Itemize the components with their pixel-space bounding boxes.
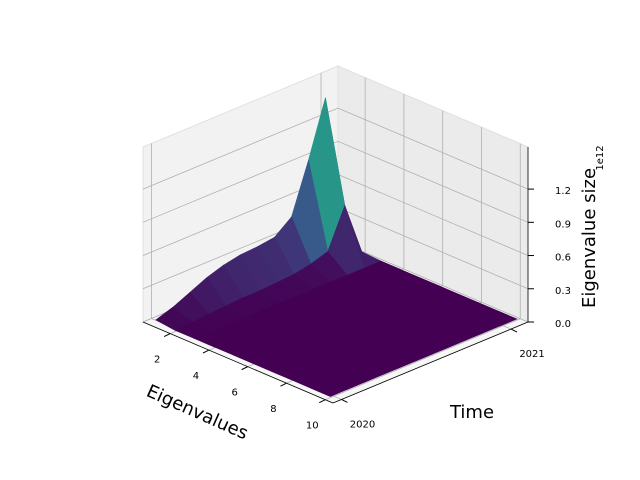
y-tick-label: 2020 xyxy=(350,419,375,430)
y-axis-label: Time xyxy=(449,402,494,423)
z-tick-label: 0.6 xyxy=(555,253,571,264)
grid-line xyxy=(325,318,521,401)
z-offset-label: 1e12 xyxy=(595,145,606,170)
axis-line xyxy=(142,321,334,404)
grid-line xyxy=(337,140,529,223)
x-tick-label: 8 xyxy=(270,404,276,415)
grid-line xyxy=(337,240,529,323)
x-tick-label: 4 xyxy=(193,371,199,382)
x-tick-label: 6 xyxy=(232,388,238,399)
x-tick-label: 10 xyxy=(306,421,319,432)
x-tick-mark xyxy=(241,366,248,371)
z-axis-label: Eigenvalue size xyxy=(579,168,600,308)
grid-line xyxy=(142,107,339,190)
surface-cell xyxy=(310,380,349,397)
x-tick-mark xyxy=(202,349,210,354)
y-tick-label: 2021 xyxy=(519,349,544,360)
axis-line xyxy=(332,321,529,404)
x-tick-mark xyxy=(163,333,171,338)
grid-line xyxy=(337,207,529,290)
z-tick-label: 1.2 xyxy=(555,186,571,197)
y-tick-mark xyxy=(510,328,518,333)
z-tick-label: 0.9 xyxy=(555,219,571,230)
grid-line xyxy=(337,107,529,190)
x-tick-mark xyxy=(280,382,287,387)
x-tick-label: 2 xyxy=(154,355,160,366)
z-tick-label: 0.3 xyxy=(555,286,571,297)
z-tick-label: 0.0 xyxy=(555,319,571,330)
grid-line xyxy=(142,140,339,223)
grid-line xyxy=(337,174,529,256)
x-tick-mark xyxy=(319,399,326,404)
y-tick-mark xyxy=(341,399,348,403)
plot-area: 2 4 6 8 10 2020 2021 0.0 0.3 0.6 0.9 1.2 xyxy=(141,65,571,432)
surface xyxy=(155,97,518,397)
